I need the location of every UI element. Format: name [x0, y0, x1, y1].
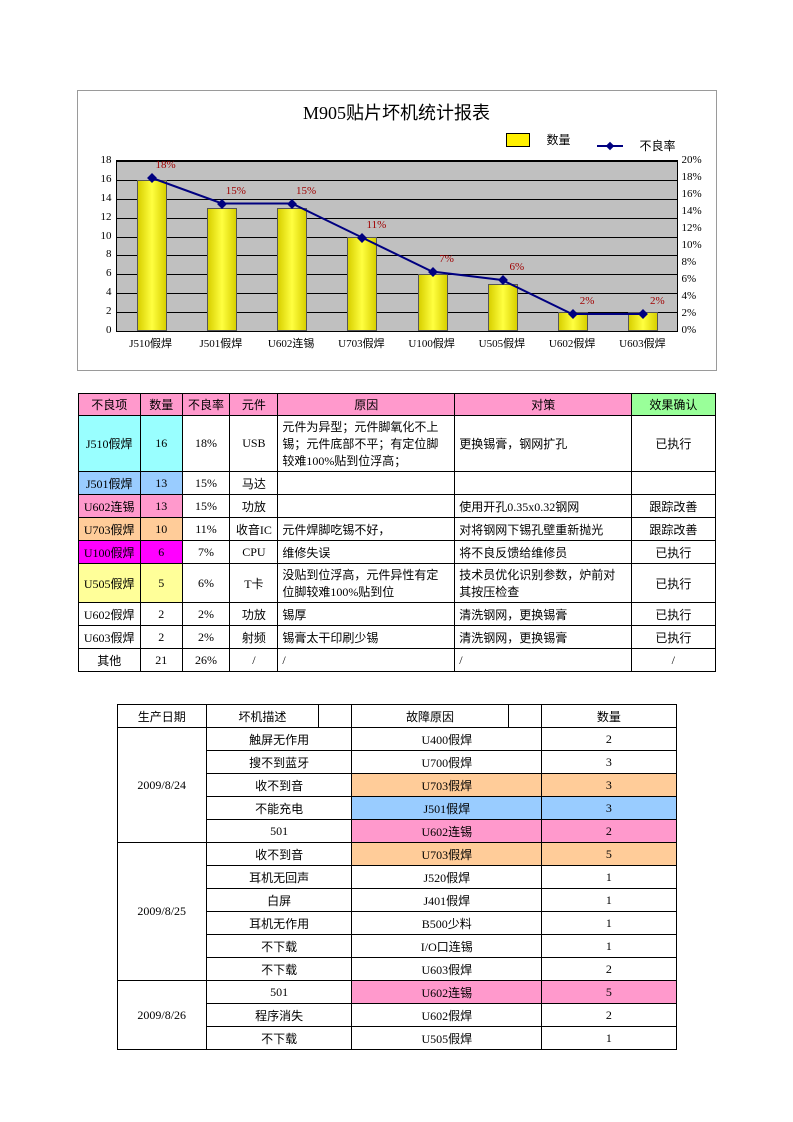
- chart-plot: 18%15%15%11%7%6%2%2%: [116, 160, 678, 332]
- chart-container: M905贴片坏机统计报表 数量 不良率 024681012141618 18%1…: [77, 90, 717, 371]
- production-log-table: 生产日期坏机描述故障原因数量2009/8/24触屏无作用U400假焊2搜不到蓝牙…: [117, 704, 677, 1050]
- y-axis-left: 024681012141618: [88, 160, 116, 360]
- y-axis-right: 0%2%4%6%8%10%12%14%16%18%20%: [678, 160, 706, 360]
- bar: [418, 274, 448, 331]
- chart-title: M905贴片坏机统计报表: [88, 99, 706, 125]
- chart-legend: 数量 不良率: [88, 131, 676, 154]
- bar: [347, 237, 377, 331]
- defect-summary-table: 不良项数量不良率元件原因对策效果确认J510假焊1618%USB元件为异型；元件…: [78, 393, 716, 672]
- legend-line-label: 不良率: [639, 137, 675, 154]
- x-axis-labels: J510假焊J501假焊U602连锡U703假焊U100假焊U505假焊U602…: [116, 335, 678, 351]
- bar: [488, 284, 518, 331]
- bar: [277, 208, 307, 331]
- bar: [207, 208, 237, 331]
- bar: [137, 180, 167, 331]
- legend-bar-label: 数量: [546, 131, 570, 148]
